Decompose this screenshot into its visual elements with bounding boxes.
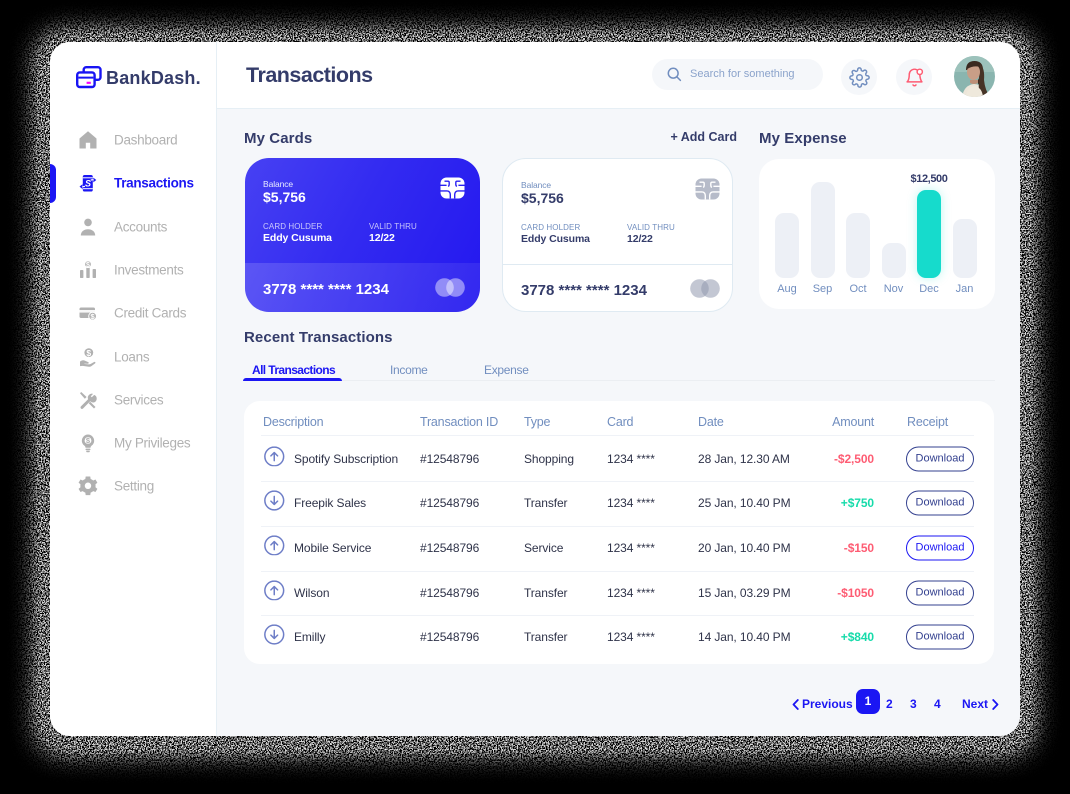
svg-text:$: $ (86, 347, 91, 357)
svg-text:$: $ (91, 312, 96, 321)
svg-text:$: $ (86, 436, 91, 445)
svg-text:S: S (85, 179, 91, 189)
svg-text:$: $ (86, 262, 90, 269)
